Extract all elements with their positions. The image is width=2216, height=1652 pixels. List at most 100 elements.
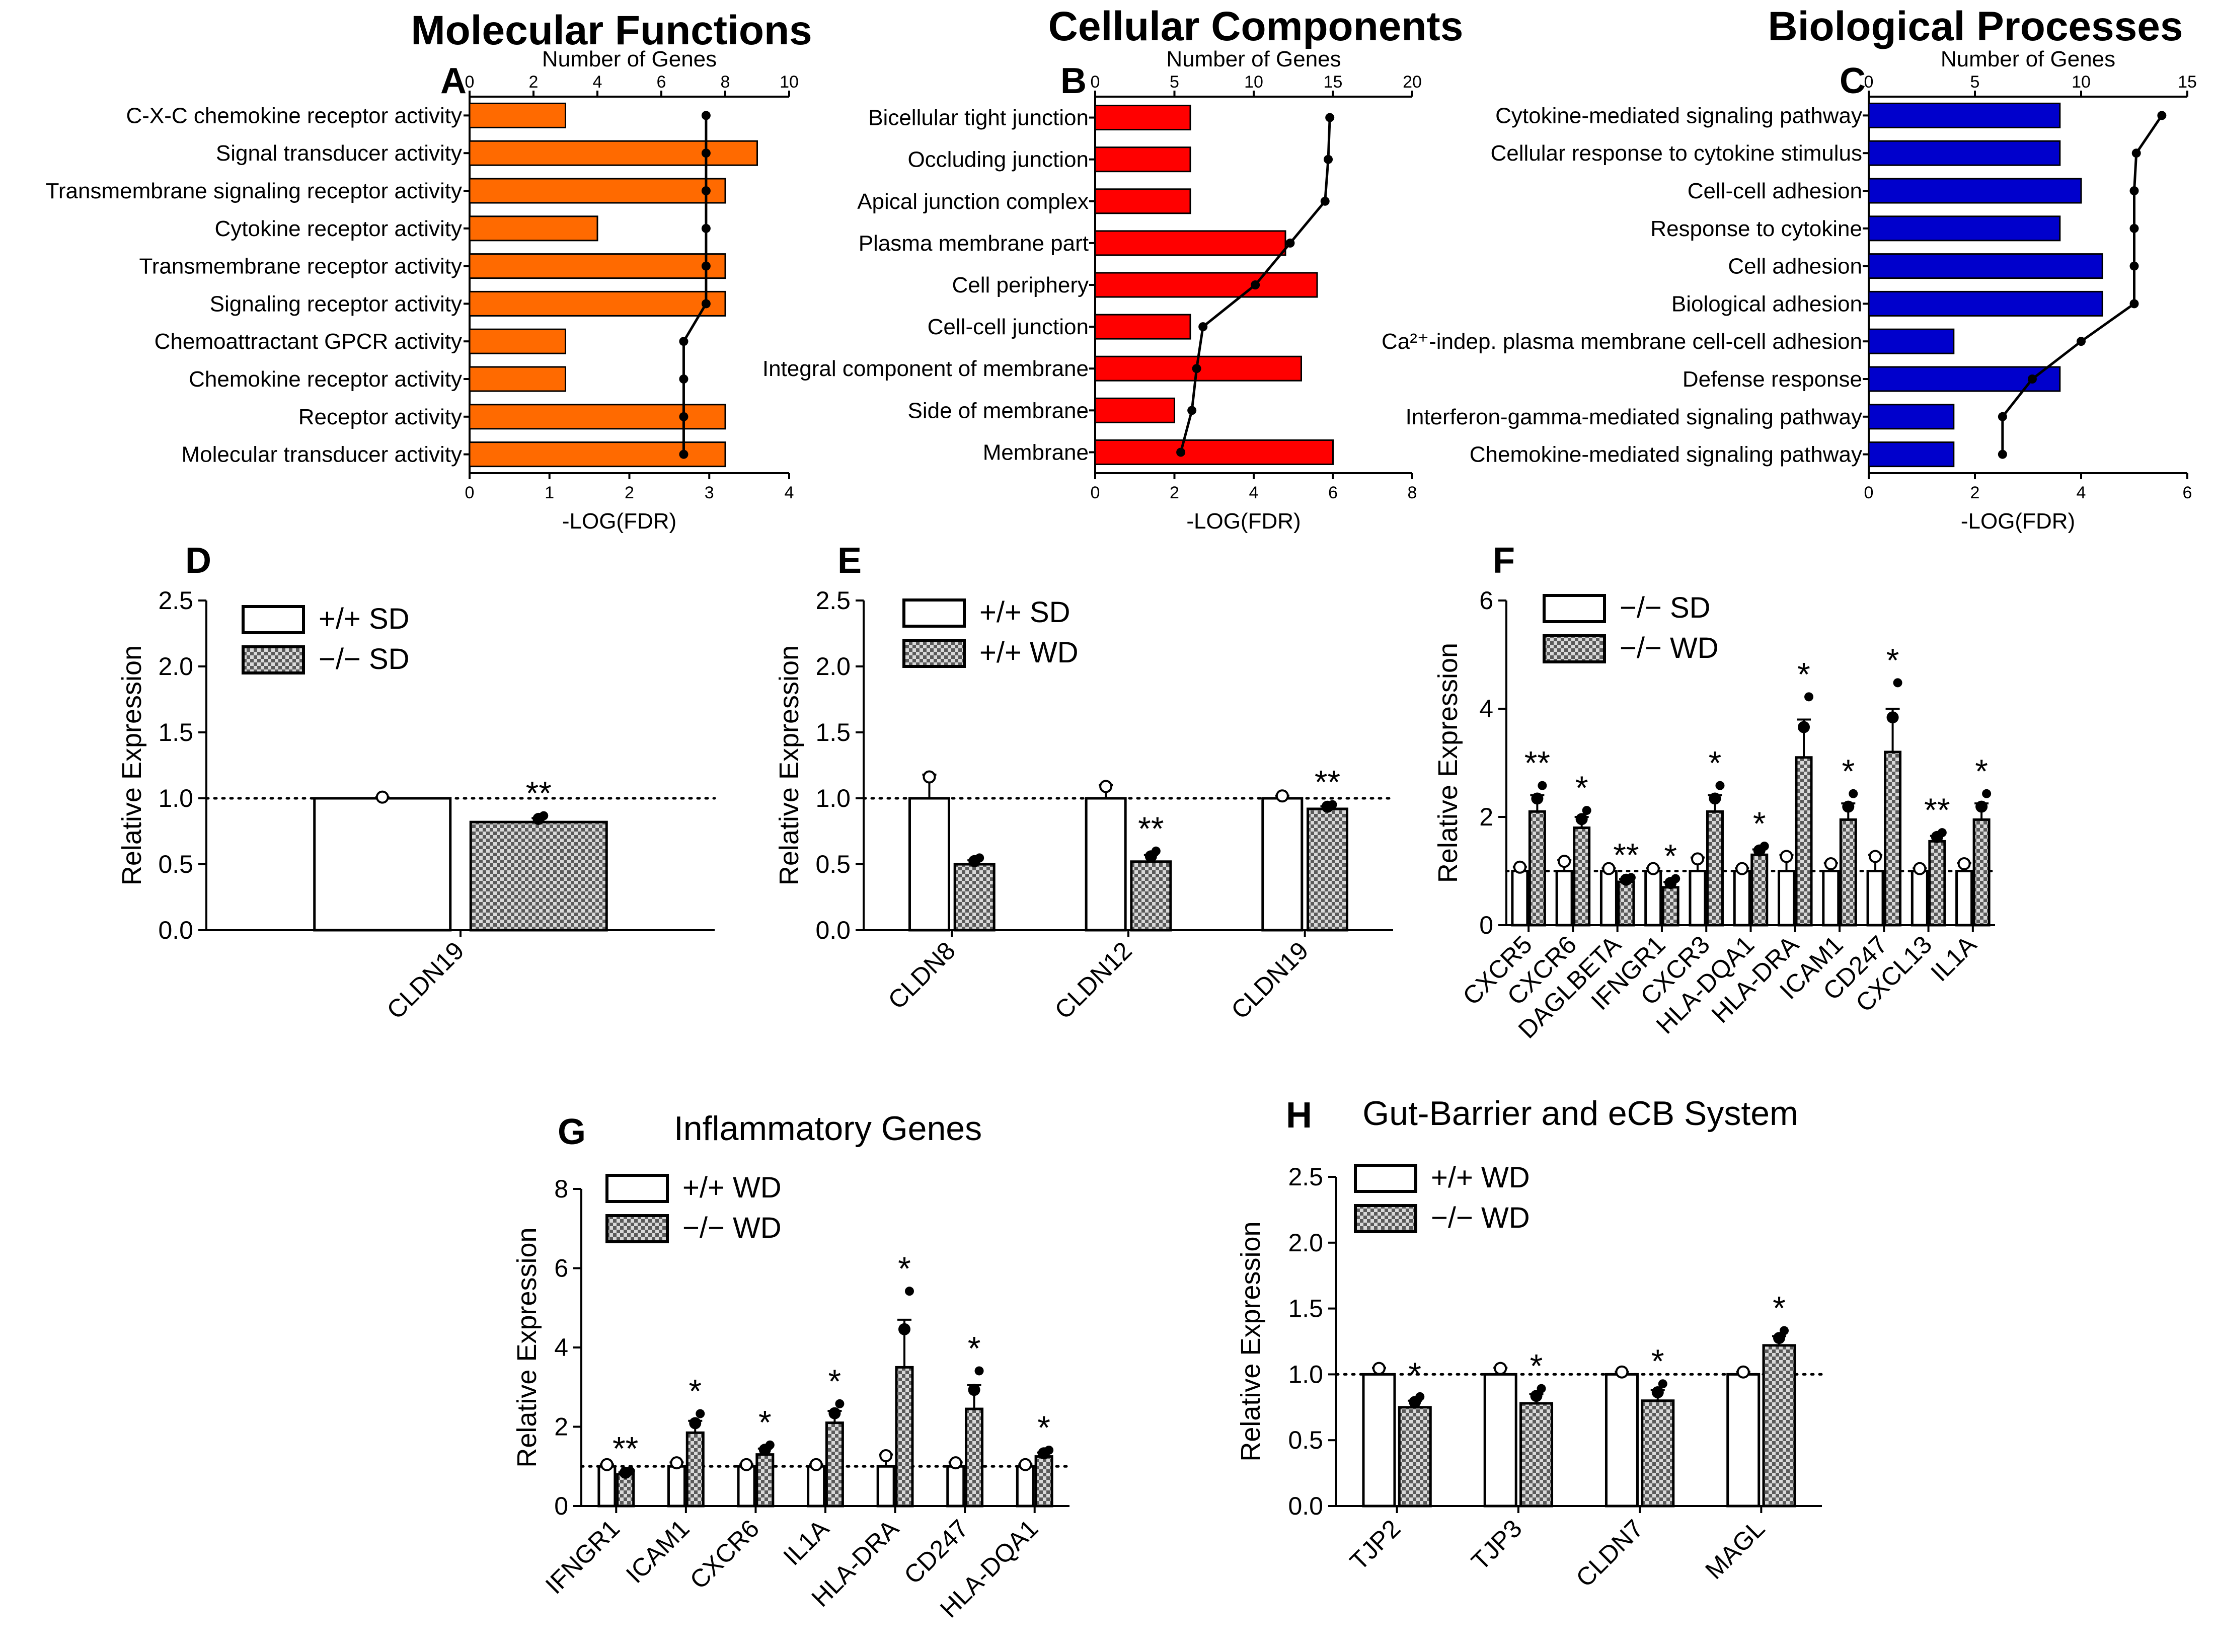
significance-star: * (1709, 744, 1722, 782)
fdr-bar (469, 328, 566, 354)
significance-star: * (1408, 1356, 1421, 1393)
data-point-treated (1773, 1332, 1786, 1344)
data-point-control (1275, 789, 1289, 803)
gene-count-point (679, 374, 689, 384)
data-point-treated (1151, 846, 1161, 856)
category-label: Signaling receptor activity (210, 291, 462, 316)
category-label: Cell adhesion (1728, 254, 1862, 279)
bar-treated (616, 1473, 635, 1508)
significance-star: * (828, 1363, 842, 1400)
y-tick-label: 1.0 (158, 784, 193, 812)
x-axis-label: -LOG(FDR) (562, 509, 676, 534)
data-point-control (879, 1449, 893, 1462)
legend-swatch-hatched (605, 1214, 669, 1243)
category-label: Chemoattractant GPCR activity (155, 329, 462, 354)
bottom-axis-tick-label: 4 (2077, 483, 2086, 502)
top-axis-tick-label: 15 (1324, 72, 1343, 92)
bar-control (807, 1465, 826, 1508)
data-point-treated (1328, 800, 1337, 809)
y-tick-label: 2.0 (158, 652, 193, 681)
fdr-bar (1868, 441, 1955, 468)
bar-control (1689, 870, 1707, 927)
fdr-bar (1094, 272, 1318, 298)
panel-letter: A (440, 61, 467, 101)
y-axis-label: Relative Expression (774, 645, 804, 885)
y-tick-label: 6 (1479, 586, 1493, 615)
panel-G-inflammatory-genes: G Inflammatory Genes 0 2 4 6 8 Relative Express… (512, 1109, 1071, 1623)
x-category-label: CLDN12 (1049, 936, 1137, 1024)
data-point-control (949, 1456, 962, 1470)
top-axis-tick-label: 15 (2178, 72, 2197, 92)
fdr-bar (1094, 188, 1191, 214)
panel-letter: B (1060, 61, 1087, 101)
top-axis-label: Number of Genes (542, 47, 717, 71)
bar-control (1726, 1373, 1761, 1508)
data-point-control (1913, 862, 1927, 875)
gene-count-point (2131, 148, 2141, 158)
gene-count-point (1285, 238, 1295, 248)
legend-swatch-open (902, 598, 966, 628)
gene-count-point (1192, 364, 1201, 373)
data-point-treated (1626, 873, 1636, 882)
bottom-axis-tick-label: 1 (545, 483, 554, 502)
data-point-treated (1780, 1326, 1789, 1335)
legend-swatch-hatched (242, 645, 305, 674)
bar-control (1085, 797, 1127, 932)
top-axis-tick-label: 5 (1970, 72, 1980, 92)
data-point-treated (765, 1440, 775, 1450)
data-point-treated (1530, 1390, 1543, 1402)
bar-control (946, 1465, 965, 1508)
data-point-control (1602, 862, 1616, 875)
panel-H-gut-barrier: H Gut-Barrier and eCB System 0.0 0.5 1.0 1.5 2… (1236, 1094, 1823, 1593)
data-point-treated (1538, 781, 1547, 790)
bar-control (1778, 870, 1796, 927)
y-tick-label: 2.0 (815, 652, 851, 681)
category-label: Biological adhesion (1671, 291, 1862, 316)
section-title-molecular: Molecular Functions (411, 8, 812, 53)
bar-treated (1661, 886, 1679, 927)
x-category-label: ICAM1 (621, 1514, 695, 1589)
gene-count-point (1998, 449, 2007, 459)
gene-count-point (1998, 412, 2007, 421)
bar-control (737, 1465, 756, 1508)
category-label: Transmembrane receptor activity (139, 254, 462, 279)
bar-treated (1750, 853, 1769, 927)
data-point-treated (1582, 806, 1591, 815)
gene-count-point (2129, 186, 2139, 195)
category-label: Bicellular tight junction (868, 106, 1089, 130)
y-tick-label: 0.0 (1288, 1492, 1323, 1520)
fdr-bar (1094, 146, 1191, 173)
y-tick-label: 1.5 (158, 718, 193, 746)
significance-star: ** (1613, 836, 1639, 873)
bar-treated (1034, 1455, 1053, 1508)
top-axis-tick-label: 20 (1403, 72, 1422, 92)
bar-control (667, 1465, 686, 1508)
data-point-treated (1709, 792, 1721, 805)
bar-control (1866, 870, 1884, 927)
data-point-control (1019, 1458, 1032, 1471)
data-point-treated (1893, 678, 1902, 688)
data-point-treated (1415, 1392, 1425, 1401)
data-point-control (1957, 857, 1971, 870)
fdr-bar (1868, 102, 2061, 128)
bar-treated (1398, 1406, 1432, 1508)
category-label: Integral component of membrane (762, 356, 1089, 381)
y-tick-label: 0.0 (158, 916, 193, 944)
y-tick-label: 6 (554, 1254, 568, 1283)
x-category-label: CLDN19 (381, 936, 470, 1024)
gene-count-point (679, 412, 689, 421)
significance-star: * (1664, 838, 1677, 875)
data-point-treated (1760, 842, 1769, 851)
x-category-label: CXCR6 (684, 1514, 765, 1594)
legend-label: +/+ WD (682, 1171, 782, 1204)
data-point-treated (1975, 800, 1988, 813)
top-axis-tick-label: 8 (721, 72, 730, 92)
legend-swatch-hatched (902, 639, 966, 668)
bar-treated (825, 1421, 844, 1508)
data-point-treated (968, 1384, 980, 1396)
top-axis-tick-label: 0 (1864, 72, 1874, 92)
significance-star: ** (1138, 810, 1164, 847)
fdr-bar (1868, 328, 1955, 354)
data-point-treated (1798, 721, 1810, 733)
